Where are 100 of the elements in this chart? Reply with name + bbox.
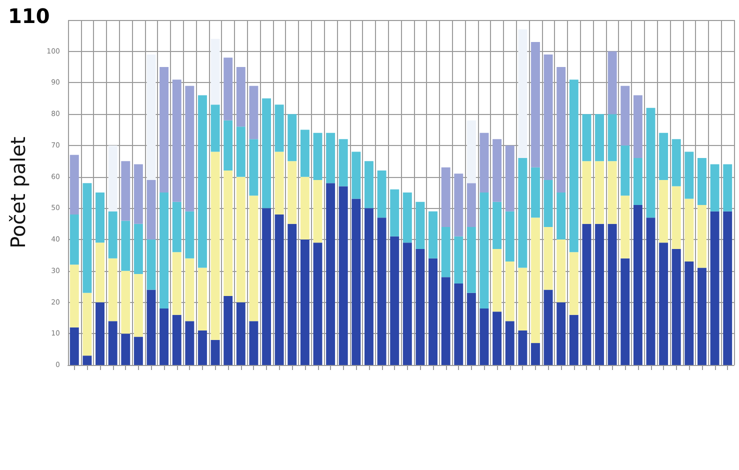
text: 110 xyxy=(8,4,50,28)
bar xyxy=(531,42,540,168)
bar xyxy=(608,224,617,365)
bar xyxy=(134,336,143,365)
bar xyxy=(698,268,706,365)
bar xyxy=(198,95,207,268)
bar xyxy=(326,132,336,184)
bar xyxy=(390,236,400,365)
bar xyxy=(108,258,118,322)
bar xyxy=(556,192,566,240)
bar xyxy=(441,167,450,227)
bar xyxy=(300,130,310,177)
bar xyxy=(569,252,578,315)
bar xyxy=(172,252,182,315)
bar xyxy=(185,211,194,258)
bar xyxy=(134,274,143,337)
bar xyxy=(313,242,322,365)
bar xyxy=(659,180,668,243)
bar xyxy=(210,38,220,105)
bar xyxy=(441,277,450,365)
bar xyxy=(569,80,578,252)
bar xyxy=(595,114,604,162)
bar xyxy=(82,183,92,293)
bar xyxy=(466,183,476,227)
bar xyxy=(608,114,617,162)
bar xyxy=(454,174,464,236)
bar xyxy=(723,164,732,212)
bar xyxy=(96,302,104,365)
bar xyxy=(672,139,681,186)
bar xyxy=(274,152,284,214)
bar xyxy=(518,330,528,365)
bar xyxy=(185,86,194,212)
bar xyxy=(466,120,476,184)
bar xyxy=(134,224,143,274)
bar xyxy=(146,54,156,180)
bar xyxy=(288,114,297,162)
bar xyxy=(492,139,502,202)
bar xyxy=(160,192,169,309)
bar xyxy=(262,98,271,208)
bar xyxy=(210,104,220,152)
bar xyxy=(300,176,310,240)
bar xyxy=(352,152,361,199)
bar xyxy=(70,154,79,214)
bar xyxy=(108,145,118,212)
bar xyxy=(531,343,540,365)
bar xyxy=(121,161,130,221)
bar xyxy=(620,145,630,196)
bar xyxy=(672,248,681,365)
bar xyxy=(620,196,630,258)
bar xyxy=(505,262,514,322)
bar xyxy=(249,196,258,322)
bar xyxy=(313,132,322,180)
bar xyxy=(274,104,284,152)
bar xyxy=(466,227,476,293)
bar xyxy=(466,292,476,365)
bar xyxy=(160,67,169,192)
bar xyxy=(633,95,642,158)
bar xyxy=(402,242,412,365)
bar xyxy=(633,205,642,365)
bar xyxy=(108,321,118,365)
bar xyxy=(82,356,92,365)
bar xyxy=(684,198,694,262)
bar xyxy=(236,302,246,365)
bar xyxy=(185,258,194,322)
bar xyxy=(608,161,617,224)
bar xyxy=(160,308,169,365)
bar xyxy=(441,227,450,278)
bar xyxy=(492,248,502,312)
bar xyxy=(646,108,656,218)
bar xyxy=(646,218,656,365)
bar xyxy=(556,240,566,302)
bar xyxy=(428,211,438,258)
bar xyxy=(364,208,374,365)
bar xyxy=(249,139,258,196)
bar xyxy=(262,208,271,365)
bar xyxy=(492,202,502,249)
bar xyxy=(390,189,400,236)
bar xyxy=(480,132,489,192)
bar xyxy=(531,218,540,344)
bar xyxy=(454,283,464,365)
bar xyxy=(377,218,386,365)
bar xyxy=(134,164,143,224)
bar xyxy=(582,114,592,162)
bar xyxy=(620,86,630,146)
bar xyxy=(518,268,528,330)
bar xyxy=(659,132,668,180)
bar xyxy=(569,314,578,365)
bar xyxy=(544,290,553,365)
bar xyxy=(710,211,720,365)
bar xyxy=(172,314,182,365)
y-axis-title: Počet palet xyxy=(6,136,30,248)
bar xyxy=(288,224,297,365)
bar xyxy=(121,334,130,365)
bar xyxy=(338,186,348,365)
bar xyxy=(198,268,207,330)
bar xyxy=(416,202,425,249)
bar xyxy=(544,227,553,290)
bar xyxy=(338,139,348,186)
bar xyxy=(313,180,322,243)
bar xyxy=(710,164,720,212)
